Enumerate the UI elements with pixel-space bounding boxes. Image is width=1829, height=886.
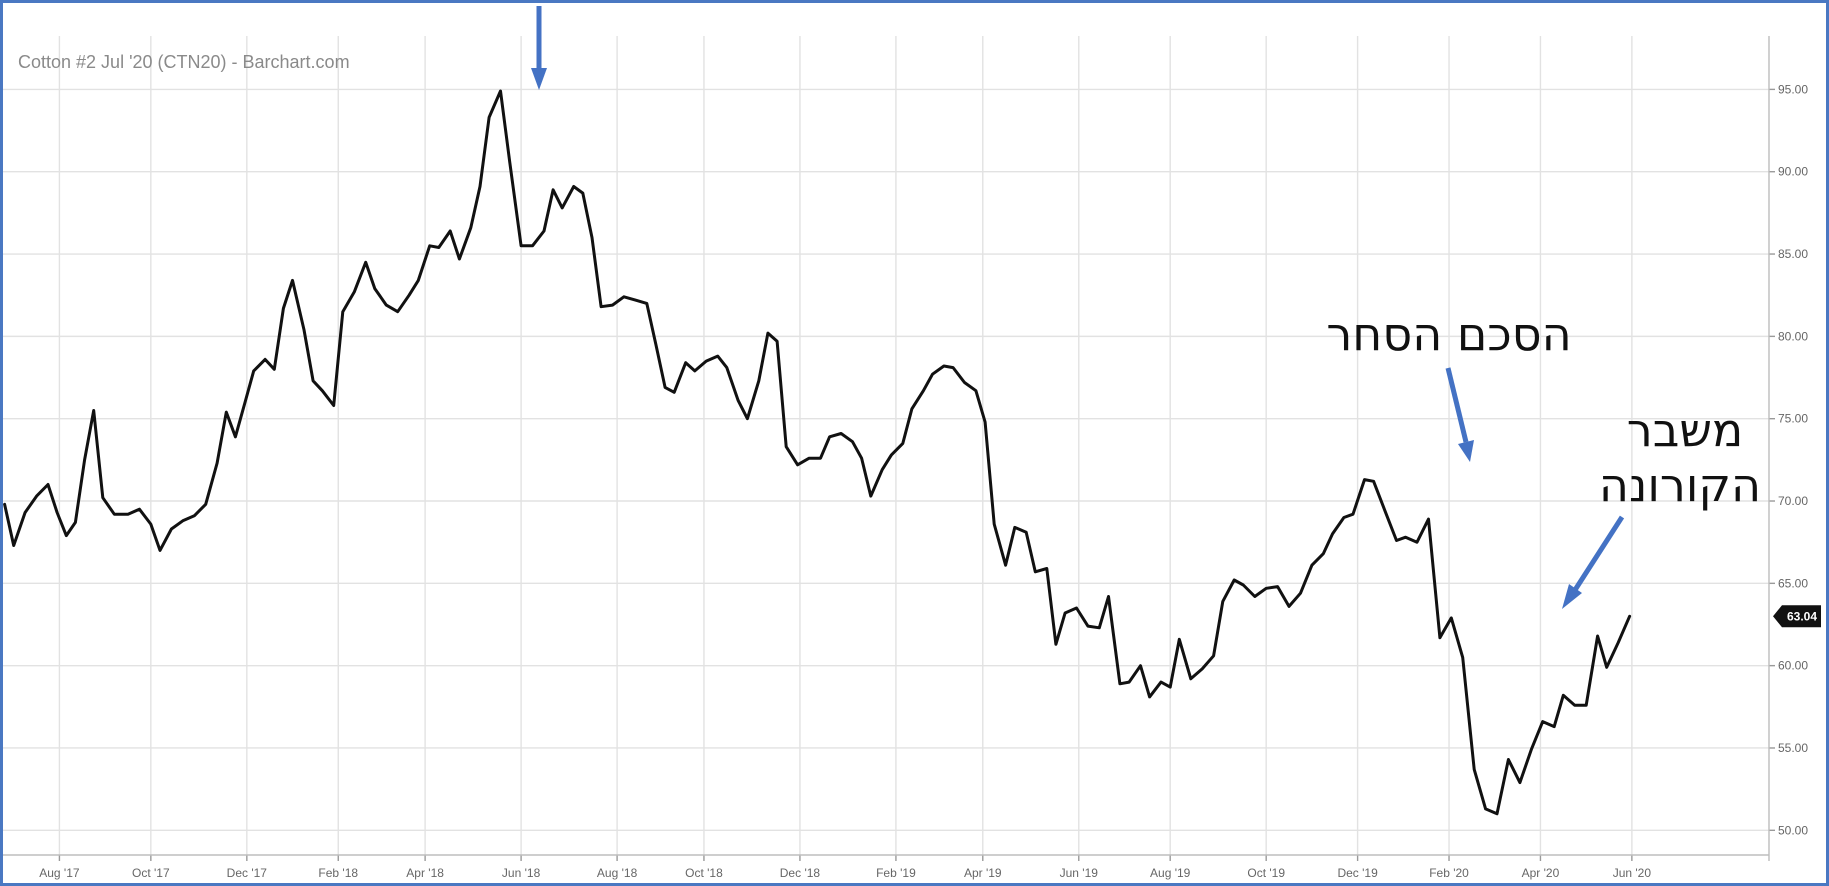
y-axis-tick-labels: 50.00 55.00 60.00 65.00 70.00 75.00 80.00 85.00… (1778, 82, 1808, 837)
x-tick-label: Aug '19 (1150, 866, 1191, 880)
x-tick-label: Apr '18 (406, 866, 444, 880)
y-tick-label: 90.00 (1778, 165, 1808, 179)
x-axis-tick-labels: Aug '17 Oct '17 Dec '17 Feb '18 Apr '18 Jun '… (39, 866, 1651, 880)
x-tick-label: Jun '18 (502, 866, 541, 880)
trade-deal-arrow-head (1458, 440, 1474, 462)
price-series-points (4, 90, 1630, 814)
x-tick-label: Dec '18 (780, 866, 821, 880)
x-tick-label: Oct '18 (685, 866, 723, 880)
corona-annotation-line2: הקורונה (1599, 458, 1761, 512)
corona-annotation-line1: משבר (1627, 403, 1743, 457)
y-tick-label: 75.00 (1778, 412, 1808, 426)
corona-arrow-head (1562, 584, 1582, 609)
x-tick-label: Feb '19 (876, 866, 916, 880)
peak-arrow (531, 6, 547, 90)
y-tick-label: 50.00 (1778, 823, 1808, 837)
x-tick-label: Oct '17 (132, 866, 170, 880)
x-tick-label: Feb '20 (1429, 866, 1469, 880)
x-tick-label: Aug '17 (39, 866, 80, 880)
y-tick-label: 65.00 (1778, 576, 1808, 590)
chart-title: Cotton #2 Jul '20 (CTN20) - Barchart.com (18, 52, 350, 72)
x-tick-label: Oct '19 (1247, 866, 1285, 880)
y-tick-label: 80.00 (1778, 329, 1808, 343)
y-tick-label: 95.00 (1778, 82, 1808, 96)
y-tick-label: 60.00 (1778, 659, 1808, 673)
last-price-label: 63.04 (1787, 609, 1817, 623)
trade-deal-arrow (1445, 367, 1474, 462)
axes (0, 36, 1775, 861)
x-tick-label: Jun '20 (1613, 866, 1652, 880)
y-tick-label: 55.00 (1778, 741, 1808, 755)
last-price-badge-shape (1773, 605, 1821, 628)
x-tick-label: Aug '18 (597, 866, 638, 880)
x-tick-label: Apr '19 (964, 866, 1002, 880)
corona-arrow (1562, 515, 1625, 609)
peak-arrow-head (531, 68, 547, 90)
y-tick-label: 70.00 (1778, 494, 1808, 508)
last-price-badge: 63.04 (1773, 605, 1821, 628)
corona-arrow-shaft (1572, 515, 1625, 592)
trade-deal-annotation: הסכם הסחר (1326, 307, 1571, 361)
x-tick-label: Dec '19 (1337, 866, 1378, 880)
x-tick-label: Apr '20 (1522, 866, 1560, 880)
x-tick-label: Jun '19 (1060, 866, 1099, 880)
trade-deal-arrow-shaft (1445, 367, 1469, 443)
y-tick-label: 85.00 (1778, 247, 1808, 261)
x-tick-label: Feb '18 (318, 866, 358, 880)
x-tick-label: Dec '17 (227, 866, 268, 880)
price-series-line (3, 89, 1632, 816)
grid-lines (0, 36, 1769, 855)
